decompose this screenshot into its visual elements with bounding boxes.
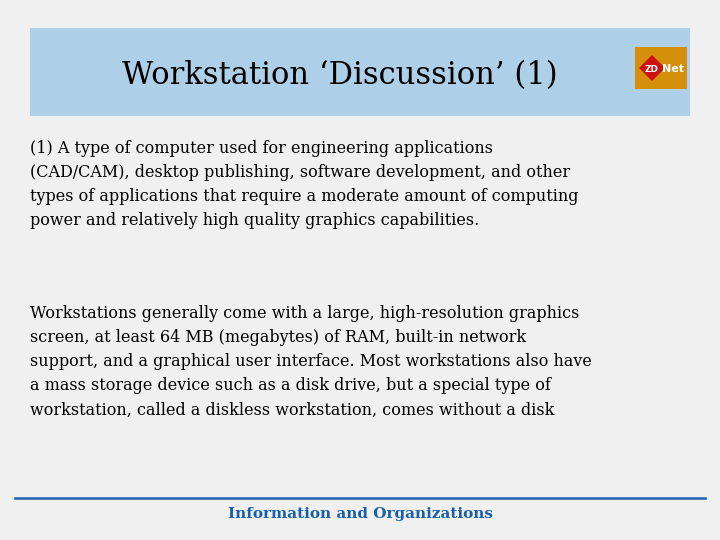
Bar (30, 28, 690, 116)
Text: Workstations generally come with a large, high-resolution graphics
screen, at le: Workstations generally come with a large… (30, 305, 592, 418)
Text: Workstation ‘Discussion’ (1): Workstation ‘Discussion’ (1) (122, 60, 558, 91)
Text: Information and Organizations: Information and Organizations (228, 507, 492, 521)
Polygon shape (639, 55, 665, 81)
Text: (1) A type of computer used for engineering applications
(CAD/CAM), desktop publ: (1) A type of computer used for engineer… (30, 140, 578, 230)
Bar (635, 47, 687, 89)
Text: ZD: ZD (645, 64, 659, 73)
Text: Net: Net (662, 64, 684, 74)
